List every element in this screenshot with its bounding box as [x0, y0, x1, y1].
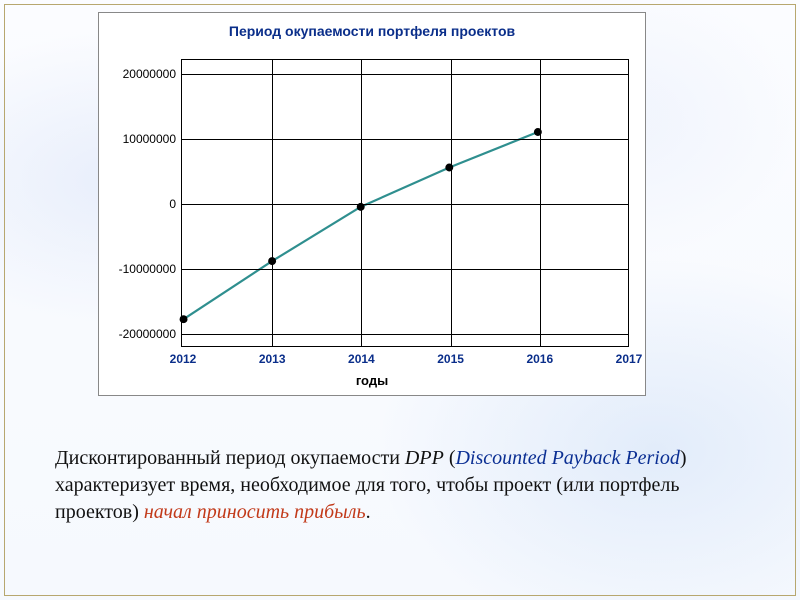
- chart-x-axis-title: годы: [99, 373, 645, 388]
- x-tick-label: 2017: [616, 352, 643, 366]
- chart-plot-area: 201220132014201520162017-20000000-100000…: [181, 59, 629, 347]
- x-tick-label: 2012: [170, 352, 197, 366]
- grid-line-vertical: [540, 60, 541, 346]
- series-marker: [180, 315, 188, 323]
- x-tick-label: 2015: [437, 352, 464, 366]
- caption-english-term: Discounted Payback Period: [455, 447, 679, 469]
- y-tick-label: -20000000: [119, 327, 176, 341]
- y-tick-label: 0: [169, 197, 176, 211]
- grid-line-vertical: [451, 60, 452, 346]
- series-marker: [445, 164, 453, 172]
- series-marker: [534, 128, 542, 136]
- chart-series-line: [182, 60, 628, 346]
- y-tick-label: 10000000: [123, 132, 176, 146]
- grid-line-horizontal: [182, 139, 628, 140]
- caption-profit: начал приносить прибыль: [144, 501, 366, 523]
- caption-dpp: DPP: [405, 447, 444, 469]
- grid-line-horizontal: [182, 204, 628, 205]
- x-tick-label: 2013: [259, 352, 286, 366]
- x-tick-label: 2016: [526, 352, 553, 366]
- chart-title: Период окупаемости портфеля проектов: [99, 23, 645, 39]
- caption-text-1: Дисконтированный период окупаемости: [55, 447, 405, 469]
- x-tick-label: 2014: [348, 352, 375, 366]
- y-tick-label: 20000000: [123, 67, 176, 81]
- caption-spacer: (: [444, 447, 456, 469]
- caption-text-3: .: [366, 501, 371, 523]
- slide-caption: Дисконтированный период окупаемости DPP …: [55, 445, 745, 526]
- grid-line-horizontal: [182, 74, 628, 75]
- chart-container: Период окупаемости портфеля проектов 201…: [98, 12, 646, 396]
- grid-line-horizontal: [182, 269, 628, 270]
- grid-line-vertical: [272, 60, 273, 346]
- grid-line-horizontal: [182, 334, 628, 335]
- y-tick-label: -10000000: [119, 262, 176, 276]
- grid-line-vertical: [361, 60, 362, 346]
